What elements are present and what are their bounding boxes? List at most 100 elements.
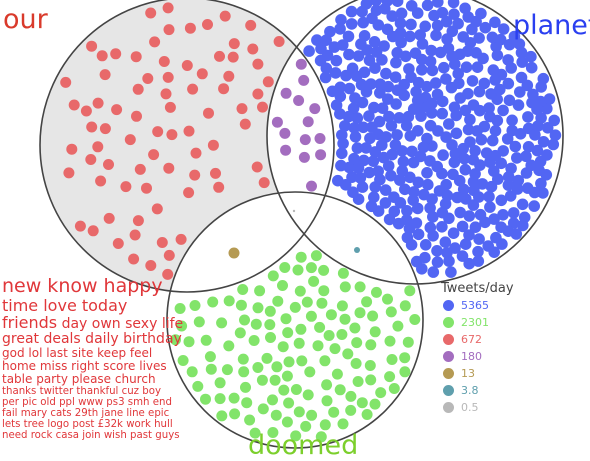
- tweet-dot-planet: [336, 129, 348, 141]
- legend-item: 0.5: [441, 399, 514, 415]
- tweet-dot-our: [160, 88, 172, 100]
- tweet-dot-planet: [508, 30, 521, 43]
- tweet-dot-doomed: [189, 300, 201, 311]
- tweet-dot-doomed: [349, 322, 361, 334]
- tweet-dot-planet: [374, 87, 386, 99]
- tweet-dot-our: [273, 36, 285, 47]
- tweet-dot-doomed: [207, 296, 219, 308]
- tweet-dot-planet: [495, 221, 507, 233]
- tweet-dot-planet: [532, 120, 544, 132]
- tweet-dot-planet: [456, 220, 469, 233]
- tweet-dot-our: [189, 169, 201, 181]
- set-label-our: our: [3, 4, 48, 35]
- tweet-dot-planet: [469, 168, 481, 180]
- tweet-dot-planet: [383, 213, 396, 226]
- tweet-dot-planet: [541, 149, 553, 161]
- tweet-dot-planet: [440, 73, 452, 85]
- tweet-dot-planet: [436, 221, 448, 233]
- tweet-dot-doomed: [290, 384, 302, 395]
- tweet-dot-planet: [431, 245, 443, 257]
- tweet-dot-planet: [483, 190, 495, 203]
- tweet-dot-planet: [348, 152, 360, 165]
- tweet-dot-all-three: [292, 209, 296, 213]
- tweet-dot-planet: [377, 151, 390, 164]
- tweet-dot-planet: [441, 189, 454, 202]
- tweet-dot-our-doomed: [228, 247, 240, 259]
- tweet-dot-our: [87, 225, 99, 237]
- tweet-dot-planet: [441, 33, 453, 45]
- legend-value: 672: [461, 332, 482, 346]
- tweet-dot-planet: [487, 64, 500, 76]
- tweet-dot-planet: [441, 247, 453, 259]
- tweet-dot-doomed: [205, 363, 217, 375]
- tweet-dot-planet: [320, 62, 333, 75]
- tweet-dot-doomed: [385, 306, 397, 318]
- tweet-dot-doomed: [234, 327, 246, 339]
- tweet-dot-planet: [419, 20, 432, 33]
- tweet-dot-doomed: [339, 313, 351, 325]
- word-cloud-line: fail mary cats 29th jane line epic: [2, 407, 170, 419]
- tweet-dot-our: [128, 253, 140, 265]
- tweet-dot-planet: [473, 233, 485, 245]
- tweet-dot-planet: [421, 0, 434, 12]
- tweet-dot-planet: [348, 122, 361, 134]
- word-cloud-line: friends day own sexy life: [2, 314, 183, 332]
- tweet-dot-doomed: [270, 409, 282, 421]
- tweet-dot-doomed: [336, 329, 348, 340]
- tweet-dot-our: [92, 141, 104, 153]
- legend-swatch: [443, 350, 454, 362]
- tweet-dot-planet: [505, 62, 517, 74]
- tweet-dot-planet: [549, 129, 562, 141]
- tweet-dot-planet: [485, 180, 498, 193]
- tweet-dot-our: [184, 22, 196, 34]
- tweet-dot-planet: [464, 37, 477, 49]
- tweet-dot-doomed: [402, 336, 414, 348]
- tweet-dot-doomed: [296, 355, 308, 367]
- tweet-dot-planet: [332, 174, 344, 187]
- legend-swatch: [443, 316, 454, 328]
- tweet-dot-our: [166, 129, 178, 141]
- tweet-dot-doomed: [345, 404, 357, 416]
- tweet-dot-doomed: [321, 395, 333, 407]
- tweet-dot-planet: [432, 125, 444, 137]
- tweet-dot-planet: [401, 231, 414, 244]
- tweet-dot-planet: [360, 142, 372, 154]
- tweet-dot-doomed: [295, 323, 307, 335]
- word-cloud-line: per pic old ppl www ps3 smh end: [2, 396, 172, 408]
- tweet-dot-planet: [529, 129, 541, 141]
- word-cloud-line: lets tree logo post £32k work hull: [2, 418, 173, 430]
- tweet-dot-planet: [452, 17, 464, 30]
- tweet-dot-doomed: [293, 406, 305, 418]
- legend-value: 2301: [461, 315, 489, 329]
- tweet-dot-planet: [537, 72, 550, 85]
- tweet-dot-doomed: [277, 341, 289, 353]
- tweet-dot-planet: [463, 229, 475, 241]
- tweet-dot-planet: [459, 238, 472, 250]
- tweet-dot-doomed: [216, 317, 228, 329]
- tweet-dot-planet: [503, 94, 516, 107]
- tweet-dot-doomed: [371, 286, 382, 298]
- tweet-dot-planet: [410, 86, 422, 98]
- tweet-dot-planet: [396, 165, 409, 177]
- tweet-dot-planet: [535, 177, 547, 190]
- tweet-dot-doomed: [331, 368, 343, 380]
- tweet-dot-doomed: [328, 406, 340, 418]
- tweet-dot-doomed: [364, 360, 376, 371]
- tweet-dot-doomed: [204, 351, 216, 363]
- tweet-dot-doomed: [264, 305, 276, 317]
- tweet-dot-planet: [411, 94, 424, 107]
- tweet-dot-planet: [394, 17, 407, 30]
- tweet-dot-planet: [424, 55, 437, 68]
- tweet-dot-our: [207, 139, 219, 151]
- tweet-dot-planet: [464, 136, 476, 148]
- tweet-dot-doomed: [382, 293, 393, 305]
- tweet-dot-planet: [517, 219, 529, 232]
- tweet-dot-planet: [436, 167, 448, 180]
- tweet-dot-doomed: [300, 420, 312, 432]
- tweet-dot-planet: [448, 101, 461, 114]
- tweet-dot-planet: [335, 159, 347, 172]
- tweet-dot-our: [130, 51, 142, 63]
- tweet-dot-planet: [403, 222, 416, 235]
- tweet-dot-our-planet: [280, 87, 292, 99]
- tweet-dot-doomed: [170, 334, 181, 346]
